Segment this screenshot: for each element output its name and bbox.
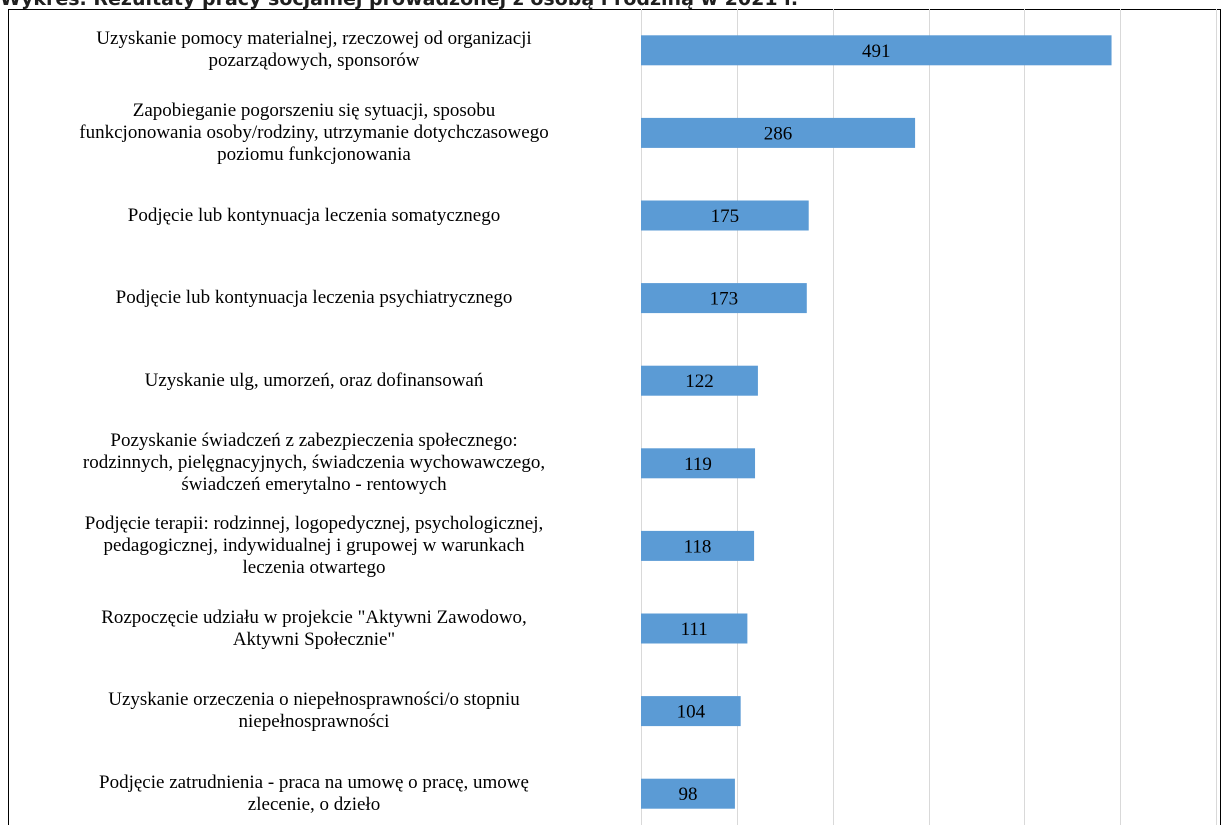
bar <box>641 283 807 314</box>
category-label: Uzyskanie ulg, umorzeń, oraz dofinansowa… <box>144 369 484 391</box>
value-label: 122 <box>685 371 714 392</box>
bar <box>641 365 758 396</box>
value-label: 173 <box>710 289 739 310</box>
category-label: Uzyskanie orzeczenia o niepełnosprawnośc… <box>108 689 520 733</box>
bar <box>641 117 916 148</box>
category-label: Uzyskanie pomocy materialnej, rzeczowej … <box>96 28 532 72</box>
chart-border <box>8 9 1221 825</box>
chart-title: Wykres. Rezultaty pracy socjalnej prowad… <box>0 0 798 10</box>
bar <box>641 530 755 561</box>
category-label: Pozyskanie świadczeń z zabezpieczenia sp… <box>82 430 546 496</box>
value-label: 175 <box>711 206 740 227</box>
category-label: Podjęcie lub kontynuacja leczenia psychi… <box>115 287 513 309</box>
value-label: 111 <box>681 619 708 640</box>
category-label: Podjęcie zatrudnienia - praca na umowę o… <box>99 771 529 815</box>
bar <box>641 35 1112 66</box>
bar <box>641 448 756 479</box>
bar <box>641 696 741 727</box>
value-label: 119 <box>684 454 712 475</box>
category-label: Rozpoczęcie udziału w projekcie "Aktywni… <box>101 606 527 650</box>
category-label: Zapobieganie pogorszeniu się sytuacji, s… <box>79 99 549 165</box>
value-label: 98 <box>678 784 697 805</box>
value-label: 118 <box>684 536 712 557</box>
value-label: 286 <box>764 123 793 144</box>
bar <box>641 778 735 809</box>
category-label: Podjęcie lub kontynuacja leczenia somaty… <box>127 204 501 226</box>
category-label: Podjęcie terapii: rodzinnej, logopedyczn… <box>84 512 544 578</box>
bar <box>641 200 809 231</box>
value-label: 491 <box>862 41 891 62</box>
value-label: 104 <box>677 702 706 723</box>
bar <box>641 613 748 644</box>
